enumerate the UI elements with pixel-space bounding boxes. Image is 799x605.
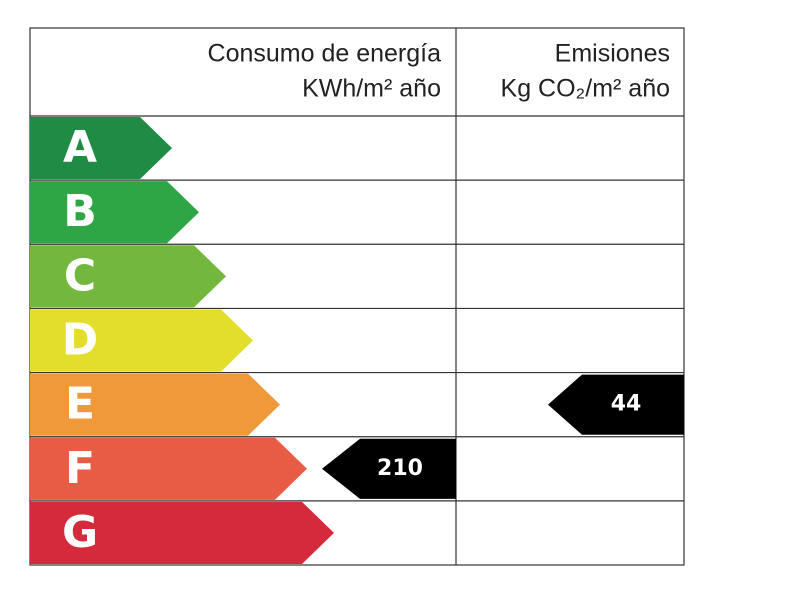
- emissions-unit: Kg CO₂/m² año: [501, 75, 670, 103]
- rating-letter: A: [63, 122, 97, 173]
- watermark: habitadia: [355, 284, 445, 309]
- emissions-indicator: [548, 374, 684, 435]
- consumption-unit: KWh/m² año: [302, 75, 441, 103]
- rating-arrow: [30, 437, 307, 500]
- rating-arrow: [30, 245, 226, 308]
- rating-letter: F: [65, 443, 95, 494]
- rating-letter: D: [62, 315, 99, 366]
- rating-arrow: [30, 309, 253, 372]
- consumption-title: Consumo de energía: [208, 40, 442, 68]
- rating-letter: B: [63, 186, 97, 237]
- consumption-value: 210: [377, 456, 423, 481]
- rating-arrow: [30, 373, 280, 436]
- rating-arrow: [30, 117, 172, 180]
- consumption-indicator: [322, 438, 456, 499]
- rating-arrow: [30, 181, 199, 244]
- rating-letter: E: [65, 379, 95, 430]
- rating-arrow: [30, 501, 334, 564]
- rating-letter: G: [62, 507, 98, 558]
- rating-letter: C: [64, 250, 96, 301]
- emissions-value: 44: [611, 392, 642, 417]
- emissions-title: Emisiones: [555, 40, 670, 68]
